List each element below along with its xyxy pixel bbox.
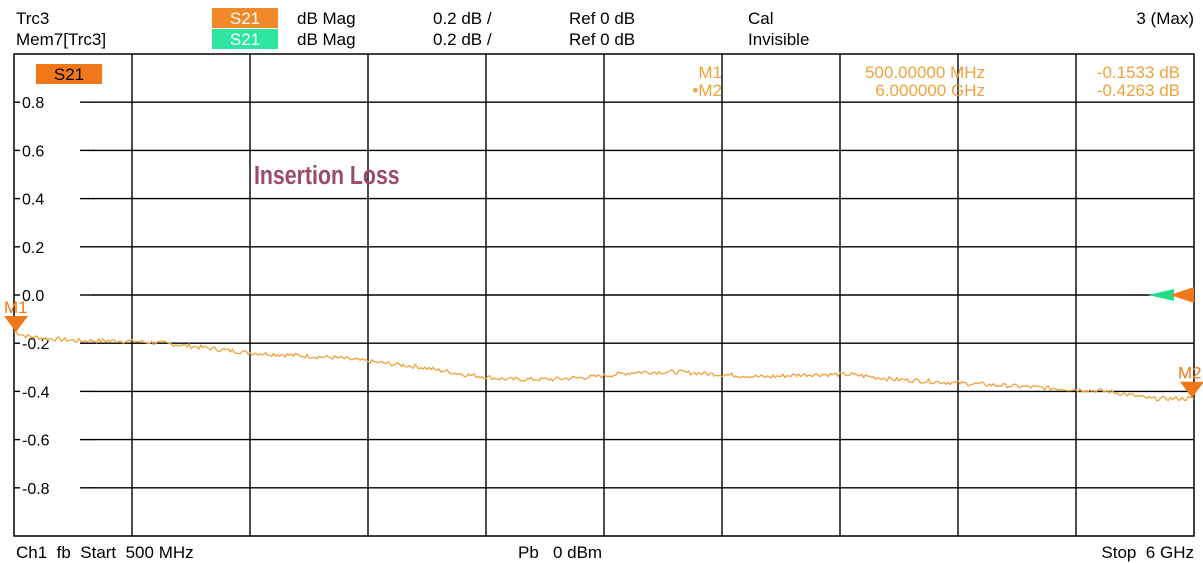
marker-info-value-2: -0.4263 dB	[1097, 81, 1180, 100]
trace-name-2: Mem7[Trc3]	[16, 30, 106, 49]
scale-2: 0.2 dB /	[433, 30, 492, 49]
footer-power: Pb 0 dBm	[518, 543, 602, 562]
ref-2: Ref 0 dB	[569, 30, 635, 49]
y-tick-bg	[15, 286, 93, 304]
y-tick-label: -0.8	[22, 481, 50, 498]
scale-1: 0.2 dB /	[433, 9, 492, 28]
trace-header: Trc3 S21 dB Mag 0.2 dB / Ref 0 dB Cal 3 …	[16, 8, 1194, 49]
marker-m1-label: M1	[4, 298, 28, 317]
insertion-loss-annotation: Insertion Loss	[254, 161, 400, 191]
memory-ref-arrow[interactable]	[1148, 289, 1174, 301]
y-tick-bg	[15, 237, 93, 256]
marker-info-freq-1: 500.00000 MHz	[865, 63, 985, 82]
markers: M1 M2	[4, 298, 1203, 398]
y-tick-label: 0.8	[22, 95, 44, 112]
trace-name-1: Trc3	[16, 9, 49, 28]
param-label-2: S21	[230, 30, 260, 49]
y-tick-bg	[15, 141, 93, 160]
marker-m2-label: M2	[1178, 364, 1202, 383]
y-tick-label: -0.6	[22, 433, 50, 450]
diagram-trace-label: S21	[54, 65, 84, 84]
grid	[14, 54, 1194, 536]
y-tick-bg	[15, 334, 93, 353]
y-tick-bg	[15, 189, 93, 208]
marker-info-name-1: M1	[698, 63, 722, 82]
s21-trace-line	[13, 330, 1195, 402]
y-tick-bg	[15, 478, 93, 497]
y-tick-label: 0.4	[22, 192, 44, 209]
marker-m1-icon[interactable]	[4, 315, 28, 332]
y-tick-label: 0.0	[22, 288, 44, 305]
marker-info-freq-2: 6.000000 GHz	[875, 81, 985, 100]
channel-max-label: 3 (Max)	[1136, 9, 1194, 28]
ref-1: Ref 0 dB	[569, 9, 635, 28]
param-label-1: S21	[230, 9, 260, 28]
marker-info-value-1: -0.1533 dB	[1097, 63, 1180, 82]
marker-table: M1 500.00000 MHz -0.1533 dB •M2 6.000000…	[692, 63, 1180, 100]
y-tick-label: -0.2	[22, 336, 50, 353]
status-1: Cal	[748, 9, 774, 28]
y-tick-bg	[15, 93, 93, 112]
y-tick-bg	[15, 382, 93, 401]
y-tick-label: 0.6	[22, 143, 44, 160]
y-tick-bg	[15, 430, 93, 449]
param-badge-1[interactable]	[212, 8, 278, 28]
y-tick-label: -0.4	[22, 384, 50, 401]
marker-info-name-2: •M2	[692, 81, 722, 100]
trace-ref-arrow[interactable]	[1170, 287, 1194, 303]
footer-start: Ch1 fb Start 500 MHz	[16, 543, 194, 562]
marker-m2-icon[interactable]	[1180, 381, 1203, 398]
y-tick-label: 0.2	[22, 240, 44, 257]
status-2: Invisible	[748, 30, 809, 49]
diagram-area[interactable]: 0.8 0.6 0.4 0.2 0.0 -0.2 -0.4 -0.6 -0.8 S21 Inse…	[4, 53, 1203, 537]
y-tick-labels: 0.8 0.6 0.4 0.2 0.0 -0.2 -0.4 -0.6 -0.8	[14, 93, 94, 498]
channel-footer: Ch1 fb Start 500 MHz Pb 0 dBm Stop 6 GHz	[16, 543, 1194, 562]
footer-stop: Stop 6 GHz	[1101, 543, 1194, 562]
param-badge-2[interactable]	[212, 29, 278, 49]
format-1: dB Mag	[297, 9, 356, 28]
diagram-trace-badge[interactable]	[36, 64, 102, 84]
format-2: dB Mag	[297, 30, 356, 49]
